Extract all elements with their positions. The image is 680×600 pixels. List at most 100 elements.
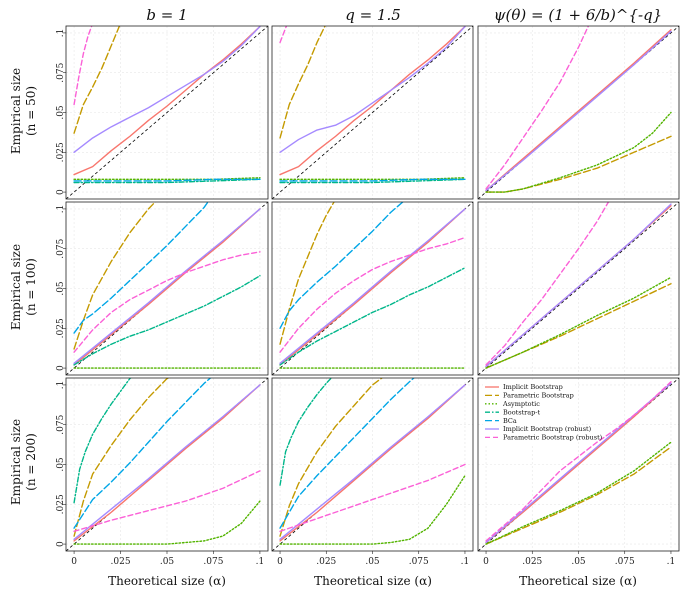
x-tick-label: .05 xyxy=(365,557,380,567)
series-line-parametric-bootstrap-robust xyxy=(279,463,466,533)
legend-label: Parametric Bootstrap (robust) xyxy=(503,434,603,442)
series-line-bca xyxy=(73,378,212,529)
series-line-parametric-bootstrap-robust xyxy=(485,26,590,190)
series-line-asymptotic xyxy=(485,111,672,193)
series-line-implicit-bootstrap xyxy=(485,29,672,192)
plot-area xyxy=(478,202,679,375)
series-line-bca xyxy=(279,178,466,182)
plot-area xyxy=(478,26,679,199)
plot-area xyxy=(66,378,268,551)
legend-label: BCa xyxy=(503,417,517,425)
x-tick-label: .1 xyxy=(256,557,265,567)
series-line-parametric-bootstrap xyxy=(73,378,172,537)
column-title: ψ(θ) = (1 + 6/b)^{-q} xyxy=(494,6,662,24)
panel-r1-c0: 0 .025 .05 .075 .1 xyxy=(56,201,269,376)
series-line-bootstrap-t xyxy=(73,275,261,366)
y-tick-label: .1 xyxy=(56,29,66,38)
gridlines xyxy=(66,202,268,375)
legend-label: Bootstrap-t xyxy=(503,408,541,416)
row-sublabel: (n = 50) xyxy=(24,86,38,136)
y-tick-label: .1 xyxy=(56,205,66,214)
y-tick-label: 0 xyxy=(56,365,66,371)
y-tick-label: .075 xyxy=(56,62,66,82)
panel-r2-c0: 0 .025 .05 .075 .1 0 .025 .05 .075 .1 xyxy=(56,377,269,567)
x-tick-label: .05 xyxy=(160,557,175,567)
series-line-implicit-bootstrap xyxy=(279,26,466,176)
series-line-asymptotic xyxy=(485,276,672,369)
series-line-parametric-bootstrap-robust xyxy=(485,202,610,366)
series-line-implicit-bootstrap-robust xyxy=(279,208,466,365)
row-labels: Empirical size (n = 50) Empirical size (… xyxy=(9,68,38,505)
series-line-bca xyxy=(73,178,261,182)
column-titles: b = 1 q = 1.5 ψ(θ) = (1 + 6/b)^{-q} xyxy=(146,6,662,24)
x-tick-label: 0 xyxy=(277,557,283,567)
series-line-implicit-bootstrap-robust xyxy=(73,26,261,153)
gridlines xyxy=(66,26,268,199)
series-line-parametric-bootstrap-robust xyxy=(73,251,261,353)
series-line-parametric-bootstrap-robust xyxy=(485,381,672,542)
series-line-implicit-bootstrap-robust xyxy=(73,208,261,365)
row-label: Empirical size xyxy=(9,68,23,154)
x-tick-label: 0 xyxy=(71,557,77,567)
plot-area xyxy=(66,202,268,375)
x-axis-label: Theoretical size (α) xyxy=(519,574,637,588)
plot-area xyxy=(272,26,473,199)
legend-label: Parametric Bootstrap xyxy=(503,392,574,400)
series-line-bca xyxy=(279,202,404,329)
y-tick-label: .1 xyxy=(56,381,66,390)
panel-r0-c2 xyxy=(477,25,680,200)
y-tick-label: .05 xyxy=(56,281,66,296)
y-tick-label: 0 xyxy=(56,541,66,547)
series-line-parametric-bootstrap xyxy=(279,378,384,537)
y-tick-label: .075 xyxy=(56,414,66,434)
legend-background xyxy=(483,382,575,445)
series-line-implicit-bootstrap-robust xyxy=(485,203,672,368)
plot-area xyxy=(272,202,473,375)
reference-line xyxy=(272,26,473,199)
series-line-parametric-bootstrap-robust xyxy=(73,26,93,106)
y-tick-label: .05 xyxy=(56,457,66,472)
series-line-implicit-bootstrap-robust xyxy=(279,26,466,153)
series-line-implicit-bootstrap xyxy=(73,26,261,176)
x-tick-label: .1 xyxy=(667,557,676,567)
column-title: q = 1.5 xyxy=(345,6,401,24)
series-line-implicit-bootstrap xyxy=(279,384,466,542)
panels: 0 .025 .05 .075 .1 0 .025 .05 .075 .1 0 .025 .05 .075… xyxy=(56,25,680,567)
reference-line xyxy=(66,26,268,199)
series-line-bootstrap-t xyxy=(279,267,466,366)
series-line-implicit-bootstrap-robust xyxy=(73,384,261,541)
column-title: b = 1 xyxy=(146,6,187,24)
row-label: Empirical size xyxy=(9,419,23,505)
series-line-bootstrap-t xyxy=(73,378,132,504)
x-tick-label: .075 xyxy=(203,557,223,567)
series-line-parametric-bootstrap xyxy=(279,202,335,345)
series-line-parametric-bootstrap-robust xyxy=(279,236,466,353)
x-tick-label: .075 xyxy=(409,557,429,567)
x-tick-label: .075 xyxy=(615,557,635,567)
row-sublabel: (n = 100) xyxy=(24,258,38,316)
x-axis-labels: Theoretical size (α) Theoretical size (α… xyxy=(108,574,637,588)
series-line-implicit-bootstrap xyxy=(73,208,261,366)
series-line-asymptotic xyxy=(279,474,466,545)
panel-r0-c0: 0 .025 .05 .075 .1 xyxy=(56,25,269,200)
series-line-implicit-bootstrap-robust xyxy=(279,384,466,541)
y-tick-label: .025 xyxy=(56,494,66,514)
series-line-bca xyxy=(73,202,209,334)
row-sublabel: (n = 200) xyxy=(24,433,38,491)
series-line-bootstrap-t xyxy=(279,378,333,486)
panel-r1-c1 xyxy=(271,201,474,376)
series-line-bootstrap-t xyxy=(279,178,466,184)
series-line-asymptotic xyxy=(73,500,261,545)
y-tick-label: 0 xyxy=(56,189,66,195)
x-tick-label: .025 xyxy=(522,557,542,567)
y-tick-label: .05 xyxy=(56,105,66,120)
y-tick-label: .025 xyxy=(56,142,66,162)
legend-label: Asymptotic xyxy=(502,400,540,408)
row-label: Empirical size xyxy=(9,244,23,330)
series-line-implicit-bootstrap xyxy=(73,384,261,542)
panel-r0-c1 xyxy=(271,25,474,200)
series-line-parametric-bootstrap xyxy=(485,135,672,193)
panel-border xyxy=(477,25,680,200)
x-axis-label: Theoretical size (α) xyxy=(314,574,432,588)
